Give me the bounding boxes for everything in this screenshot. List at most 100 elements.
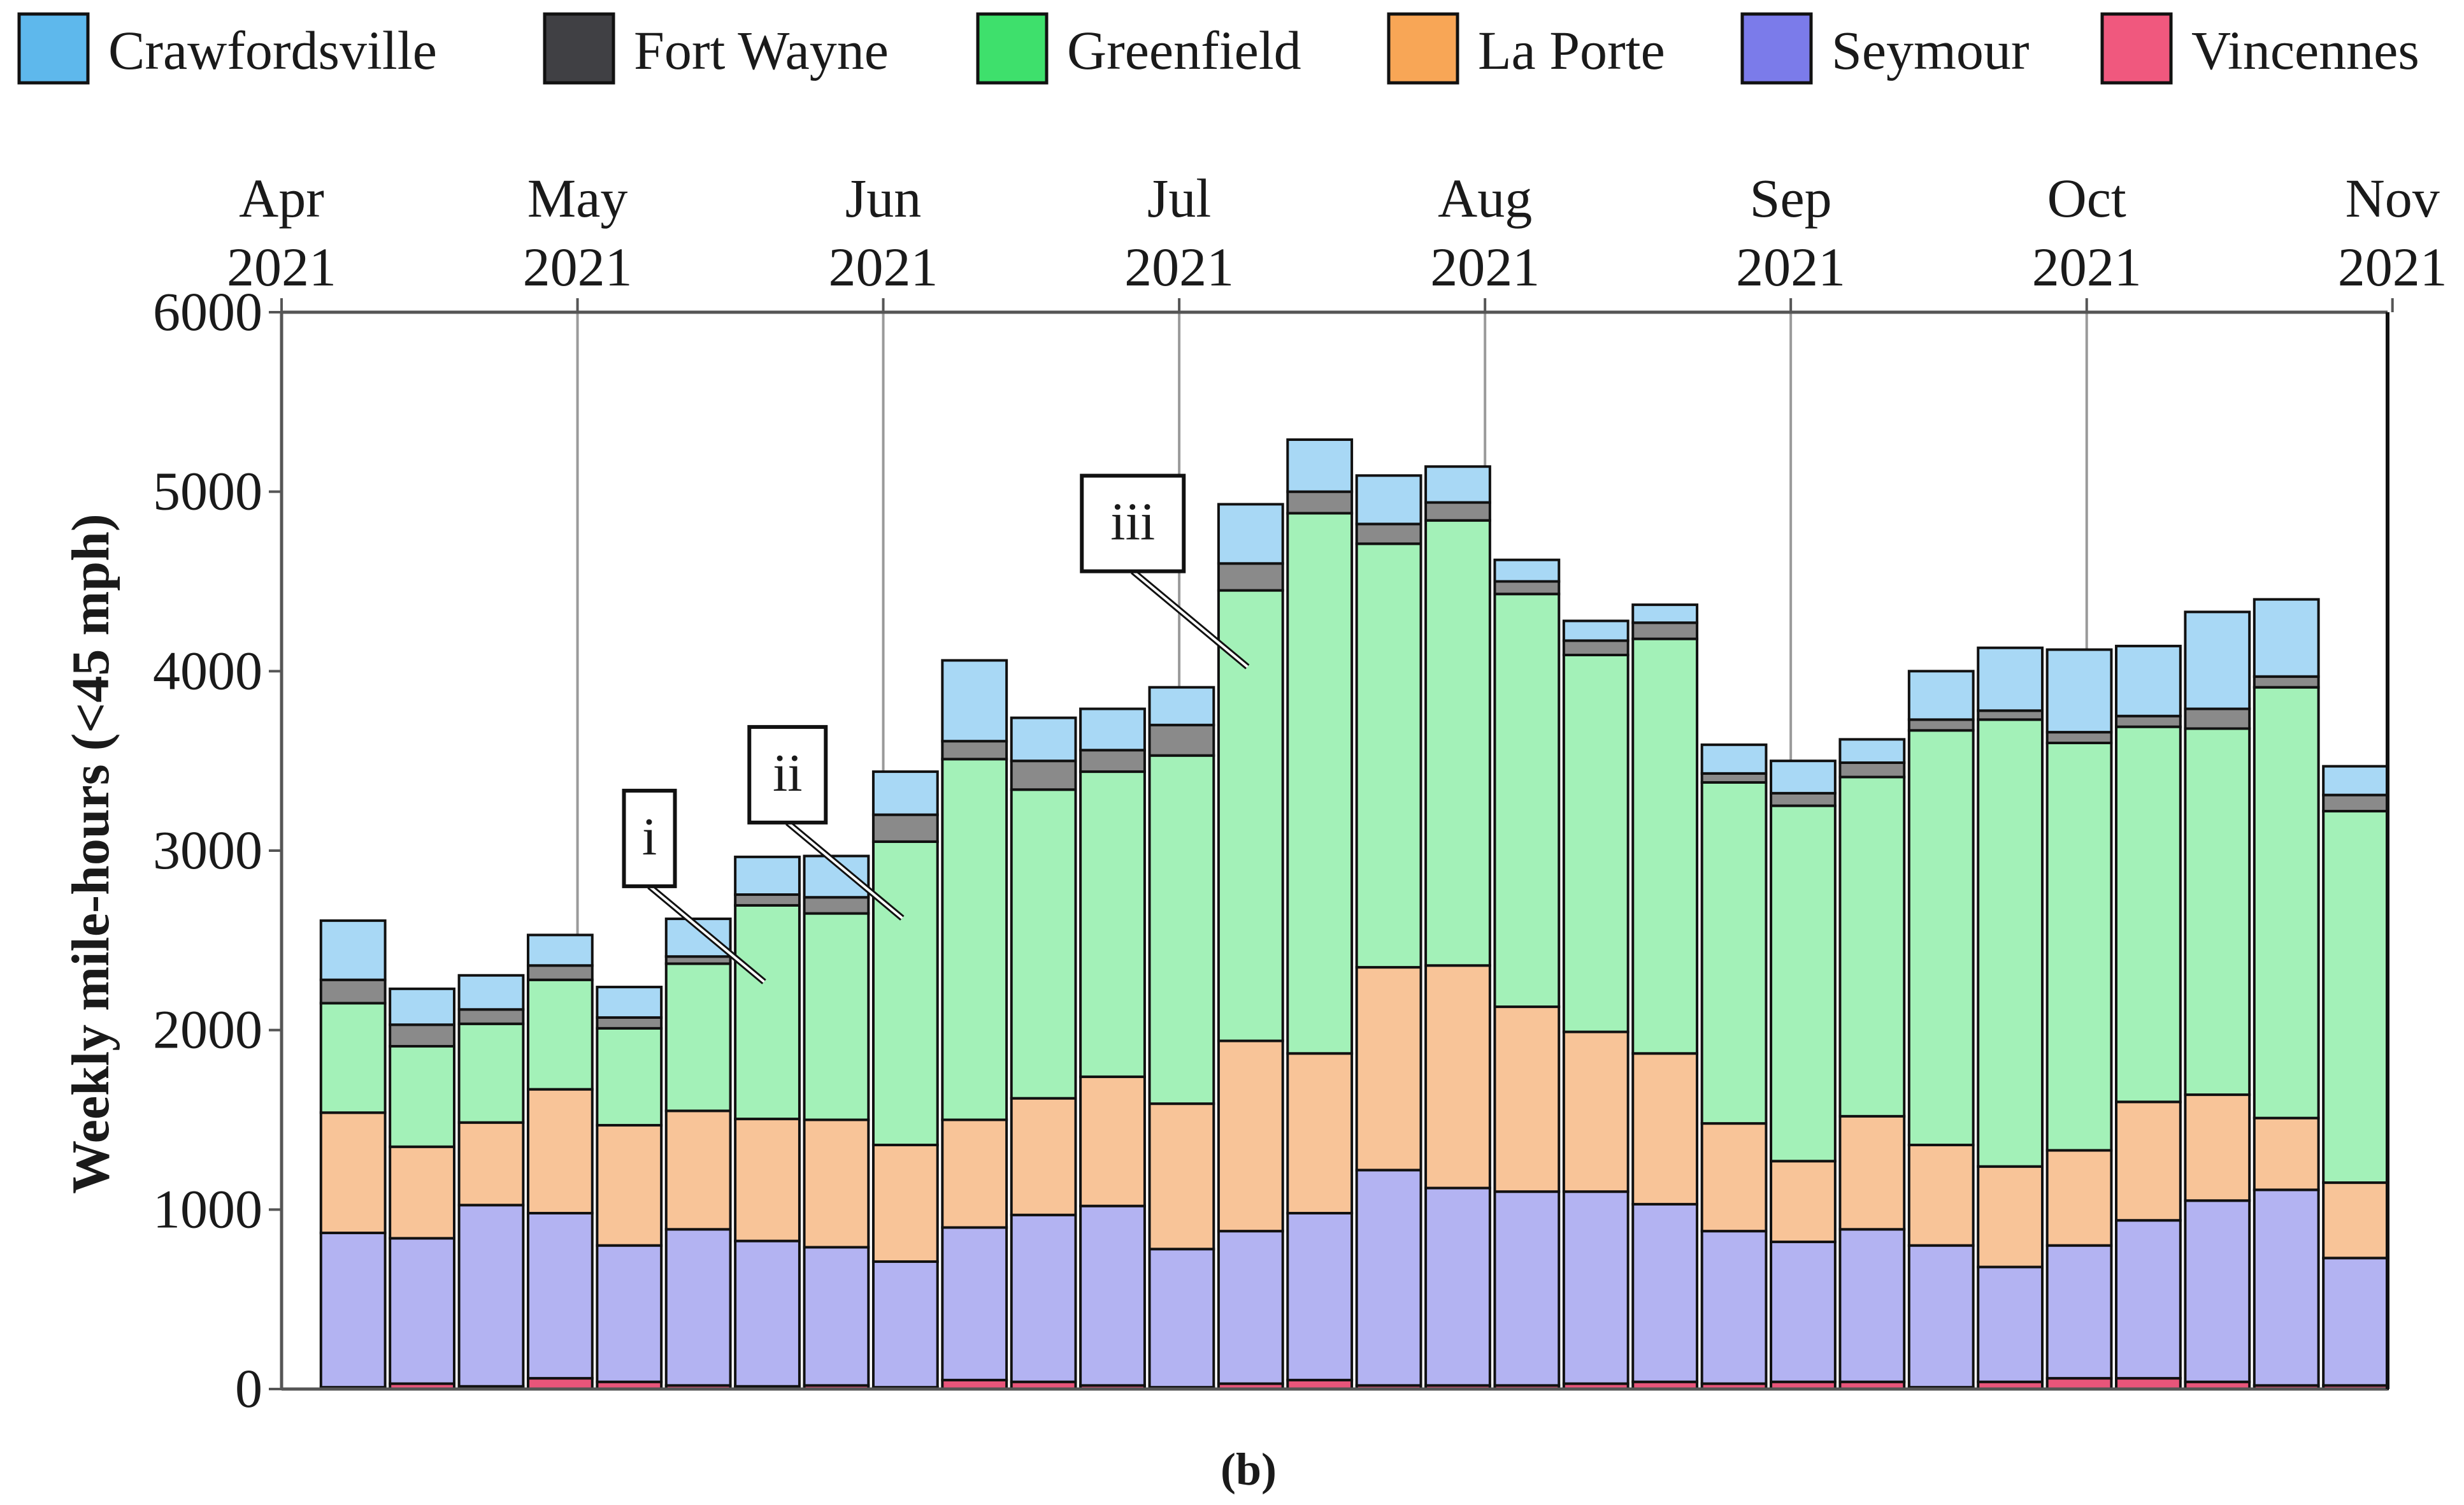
legend-swatch-la-porte bbox=[1387, 12, 1459, 85]
bar-9-fort-wayne bbox=[871, 813, 939, 843]
bar-17-seymour bbox=[1424, 1186, 1491, 1387]
bar-12-fort-wayne bbox=[1079, 749, 1146, 774]
bar-7-crawfordsville bbox=[734, 855, 801, 897]
bar-4-seymour bbox=[526, 1211, 594, 1380]
bar-15-greenfield bbox=[1286, 512, 1354, 1055]
y-tick-label-2000: 2000 bbox=[153, 999, 262, 1060]
bar-3-greenfield bbox=[457, 1022, 525, 1124]
bar-5-la-porte bbox=[596, 1123, 663, 1247]
bar-20-la-porte bbox=[1631, 1052, 1699, 1206]
bar-14-seymour bbox=[1217, 1230, 1284, 1385]
bar-20-fort-wayne bbox=[1631, 621, 1699, 640]
month-label-nov: Nov bbox=[2346, 168, 2440, 229]
bar-12-crawfordsville bbox=[1079, 707, 1146, 752]
bar-15-seymour bbox=[1286, 1211, 1354, 1381]
bar-28-la-porte bbox=[2184, 1093, 2251, 1202]
annotation-box-iii bbox=[1080, 473, 1186, 573]
bar-27-greenfield bbox=[2115, 725, 2182, 1104]
bar-28-crawfordsville bbox=[2184, 610, 2251, 710]
bar-24-la-porte bbox=[1907, 1143, 1975, 1247]
bar-7-seymour bbox=[734, 1239, 801, 1388]
bar-23-crawfordsville bbox=[1838, 738, 1906, 764]
legend-label-crawfordsville: Crawfordsville bbox=[108, 20, 437, 81]
bar-12-la-porte bbox=[1079, 1075, 1146, 1207]
bar-18-la-porte bbox=[1493, 1005, 1561, 1193]
bar-2-seymour bbox=[389, 1237, 455, 1385]
bar-12-seymour bbox=[1079, 1204, 1146, 1387]
bar-15-la-porte bbox=[1286, 1052, 1354, 1214]
bar-25-fort-wayne bbox=[1977, 709, 2044, 721]
bar-14-fort-wayne bbox=[1217, 562, 1284, 592]
bar-25-crawfordsville bbox=[1977, 646, 2044, 712]
bar-13-la-porte bbox=[1148, 1102, 1215, 1251]
bar-27-seymour bbox=[2115, 1219, 2182, 1380]
bar-23-greenfield bbox=[1838, 775, 1906, 1118]
bar-9-crawfordsville bbox=[871, 770, 939, 816]
bar-3-fort-wayne bbox=[457, 1008, 525, 1025]
bar-9-la-porte bbox=[871, 1143, 939, 1264]
bar-28-seymour bbox=[2184, 1199, 2251, 1383]
bar-10-seymour bbox=[941, 1226, 1008, 1381]
bar-29-seymour bbox=[2253, 1188, 2320, 1387]
bar-4-la-porte bbox=[526, 1088, 594, 1214]
year-label-oct: 2021 bbox=[2032, 236, 2142, 298]
month-label-sep: Sep bbox=[1750, 168, 1832, 229]
month-labels: Apr 2021 May 2021 Jun 2021 Jul 2021 Aug 2021 Sep 20… bbox=[227, 168, 2447, 312]
bar-16-la-porte bbox=[1355, 966, 1422, 1172]
month-label-apr: Apr bbox=[239, 168, 324, 229]
bar-24-crawfordsville bbox=[1907, 670, 1975, 721]
bar-6-greenfield bbox=[664, 962, 732, 1113]
bar-4-crawfordsville bbox=[526, 933, 594, 967]
year-label-may: 2021 bbox=[523, 236, 633, 298]
annotation-label-iii: iii bbox=[1110, 493, 1155, 552]
bar-20-greenfield bbox=[1631, 637, 1699, 1055]
bar-24-seymour bbox=[1907, 1244, 1975, 1389]
y-tick-label-0: 0 bbox=[235, 1358, 262, 1419]
bar-26-seymour bbox=[2045, 1244, 2113, 1380]
bar-22-greenfield bbox=[1770, 804, 1837, 1163]
bar-19-la-porte bbox=[1562, 1030, 1630, 1193]
bar-25-la-porte bbox=[1977, 1165, 2044, 1269]
bar-1-fort-wayne bbox=[319, 978, 387, 1005]
bar-30-greenfield bbox=[2322, 810, 2389, 1185]
bar-8-seymour bbox=[803, 1246, 870, 1387]
bar-16-seymour bbox=[1355, 1169, 1422, 1387]
bar-7-fort-wayne bbox=[734, 893, 801, 907]
bar-26-la-porte bbox=[2045, 1149, 2113, 1247]
axes: 0 1000 2000 3000 4000 5000 6000 bbox=[153, 281, 2389, 1419]
bar-8-la-porte bbox=[803, 1118, 870, 1249]
bar-14-la-porte bbox=[1217, 1039, 1284, 1233]
year-label-sep: 2021 bbox=[1736, 236, 1845, 298]
bar-16-greenfield bbox=[1355, 542, 1422, 969]
bar-7-greenfield bbox=[734, 904, 801, 1121]
bar-4-greenfield bbox=[526, 978, 594, 1091]
bar-26-fort-wayne bbox=[2045, 731, 2113, 744]
bar-24-fort-wayne bbox=[1907, 718, 1975, 732]
bar-28-fort-wayne bbox=[2184, 707, 2251, 730]
bar-5-greenfield bbox=[596, 1026, 663, 1127]
bar-10-crawfordsville bbox=[941, 659, 1008, 743]
bar-27-vincennes bbox=[2115, 1377, 2182, 1391]
bar-30-fort-wayne bbox=[2322, 793, 2389, 813]
bar-1-crawfordsville bbox=[319, 919, 387, 981]
year-label-apr: 2021 bbox=[227, 236, 336, 298]
figure-caption: (b) bbox=[1221, 1444, 1277, 1495]
y-tick-label-3000: 3000 bbox=[153, 819, 262, 881]
month-label-jun: Jun bbox=[845, 168, 921, 229]
bar-9-greenfield bbox=[871, 840, 939, 1146]
month-label-oct: Oct bbox=[2047, 168, 2126, 229]
bar-10-greenfield bbox=[941, 758, 1008, 1121]
bar-3-seymour bbox=[457, 1204, 525, 1388]
bar-13-greenfield bbox=[1148, 754, 1215, 1105]
bar-26-greenfield bbox=[2045, 742, 2113, 1152]
bar-11-la-porte bbox=[1010, 1097, 1077, 1216]
legend-swatch-seymour bbox=[1740, 12, 1813, 85]
annotation-label-ii: ii bbox=[773, 744, 803, 803]
bar-23-fort-wayne bbox=[1838, 761, 1906, 779]
bar-11-crawfordsville bbox=[1010, 716, 1077, 763]
bar-17-crawfordsville bbox=[1424, 465, 1491, 504]
bar-26-vincennes bbox=[2045, 1377, 2113, 1391]
bar-2-la-porte bbox=[389, 1145, 455, 1240]
bar-7-la-porte bbox=[734, 1118, 801, 1242]
